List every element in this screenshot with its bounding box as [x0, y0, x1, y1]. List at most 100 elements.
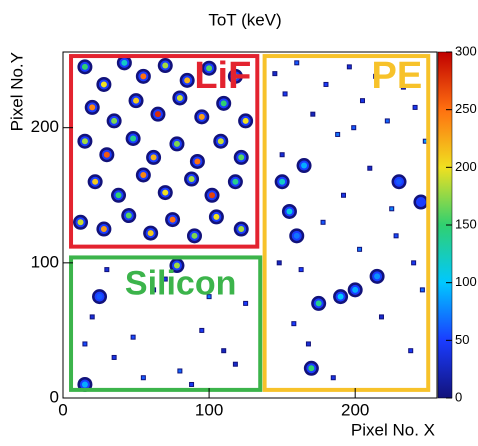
cluster-core: [396, 179, 402, 185]
hit: [409, 349, 413, 353]
cluster-core: [279, 179, 285, 185]
colorbar-tick-label: 300: [455, 43, 477, 58]
x-tick-label: 100: [195, 400, 223, 419]
cluster-core: [89, 104, 95, 110]
cluster-core: [78, 219, 84, 225]
hit: [358, 247, 362, 251]
cluster-core: [126, 213, 132, 219]
cluster-core: [104, 152, 110, 158]
hit: [233, 362, 237, 366]
chart: ToT (keV) Pixel No. X Pixel No.Y LiFPESi…: [0, 0, 478, 441]
hit: [280, 153, 284, 157]
cluster-core: [82, 138, 88, 144]
cluster-core: [92, 179, 98, 185]
colorbar-tick-label: 50: [455, 332, 469, 347]
cluster-core: [116, 192, 122, 198]
y-axis-label: Pixel No.Y: [7, 52, 26, 131]
hit: [299, 268, 303, 272]
cluster-core: [191, 233, 197, 239]
hit: [379, 315, 383, 319]
cluster-core: [374, 273, 380, 279]
region-label: PE: [372, 55, 423, 97]
hit: [324, 82, 328, 86]
cluster-core: [338, 294, 344, 300]
hit: [83, 342, 87, 346]
cluster-core: [238, 154, 244, 160]
hit: [360, 99, 364, 103]
cluster-core: [232, 179, 238, 185]
colorbar-tick-label: 150: [455, 216, 477, 231]
hit: [112, 355, 116, 359]
cluster-core: [162, 63, 168, 69]
hit: [306, 342, 310, 346]
cluster-core: [140, 172, 146, 178]
cluster-core: [130, 136, 136, 142]
hit: [277, 261, 281, 265]
chart-title: ToT (keV): [208, 10, 281, 29]
hit: [105, 268, 109, 272]
hit: [141, 376, 145, 380]
cluster-core: [243, 118, 249, 124]
y-tick-label: 100: [31, 252, 59, 271]
hit: [368, 166, 372, 170]
hit: [200, 328, 204, 332]
y-tick-label: 200: [31, 117, 59, 136]
hit: [352, 126, 356, 130]
cluster-core: [148, 230, 154, 236]
hit: [222, 349, 226, 353]
cluster-core: [82, 381, 88, 387]
cluster-core: [286, 208, 292, 214]
hit: [190, 382, 194, 386]
cluster-core: [352, 287, 358, 293]
cluster-core: [97, 294, 103, 300]
hit: [283, 92, 287, 96]
cluster-core: [82, 64, 88, 70]
cluster-core: [155, 111, 161, 117]
cluster-core: [140, 73, 146, 79]
cluster-core: [121, 60, 127, 66]
hit: [90, 315, 94, 319]
x-tick-label: 200: [341, 400, 369, 419]
colorbar-tick-label: 0: [455, 389, 462, 404]
hit: [178, 369, 182, 373]
hit: [131, 335, 135, 339]
cluster-core: [162, 190, 168, 196]
hit: [342, 193, 346, 197]
x-tick-label: 0: [58, 400, 67, 419]
hit: [244, 301, 248, 305]
cluster-core: [221, 100, 227, 106]
cluster-core: [101, 81, 107, 87]
hit: [394, 234, 398, 238]
cluster-core: [199, 114, 205, 120]
hit: [292, 322, 296, 326]
hit: [321, 220, 325, 224]
cluster-core: [184, 77, 190, 83]
x-axis-label: Pixel No. X: [351, 420, 435, 439]
cluster-core: [151, 154, 157, 160]
region-label: LiF: [194, 55, 251, 97]
cluster-core: [218, 138, 224, 144]
cluster-core: [194, 158, 200, 164]
colorbar-tick-label: 100: [455, 274, 477, 289]
cluster-core: [170, 217, 176, 223]
cluster-core: [316, 300, 322, 306]
colorbar-tick-label: 200: [455, 159, 477, 174]
hit: [412, 261, 416, 265]
cluster-core: [177, 95, 183, 101]
cluster-core: [294, 233, 300, 239]
plot-background: [63, 52, 437, 398]
hit: [413, 105, 417, 109]
hit: [273, 72, 277, 76]
hit: [390, 207, 394, 211]
hit: [347, 65, 351, 69]
hit: [311, 112, 315, 116]
hit: [385, 119, 389, 123]
cluster-core: [133, 98, 139, 104]
cluster-core: [111, 118, 117, 124]
cluster-core: [308, 365, 314, 371]
cluster-core: [209, 192, 215, 198]
hit: [336, 132, 340, 136]
hit: [295, 61, 299, 65]
cluster-core: [213, 214, 219, 220]
cluster-core: [418, 199, 424, 205]
